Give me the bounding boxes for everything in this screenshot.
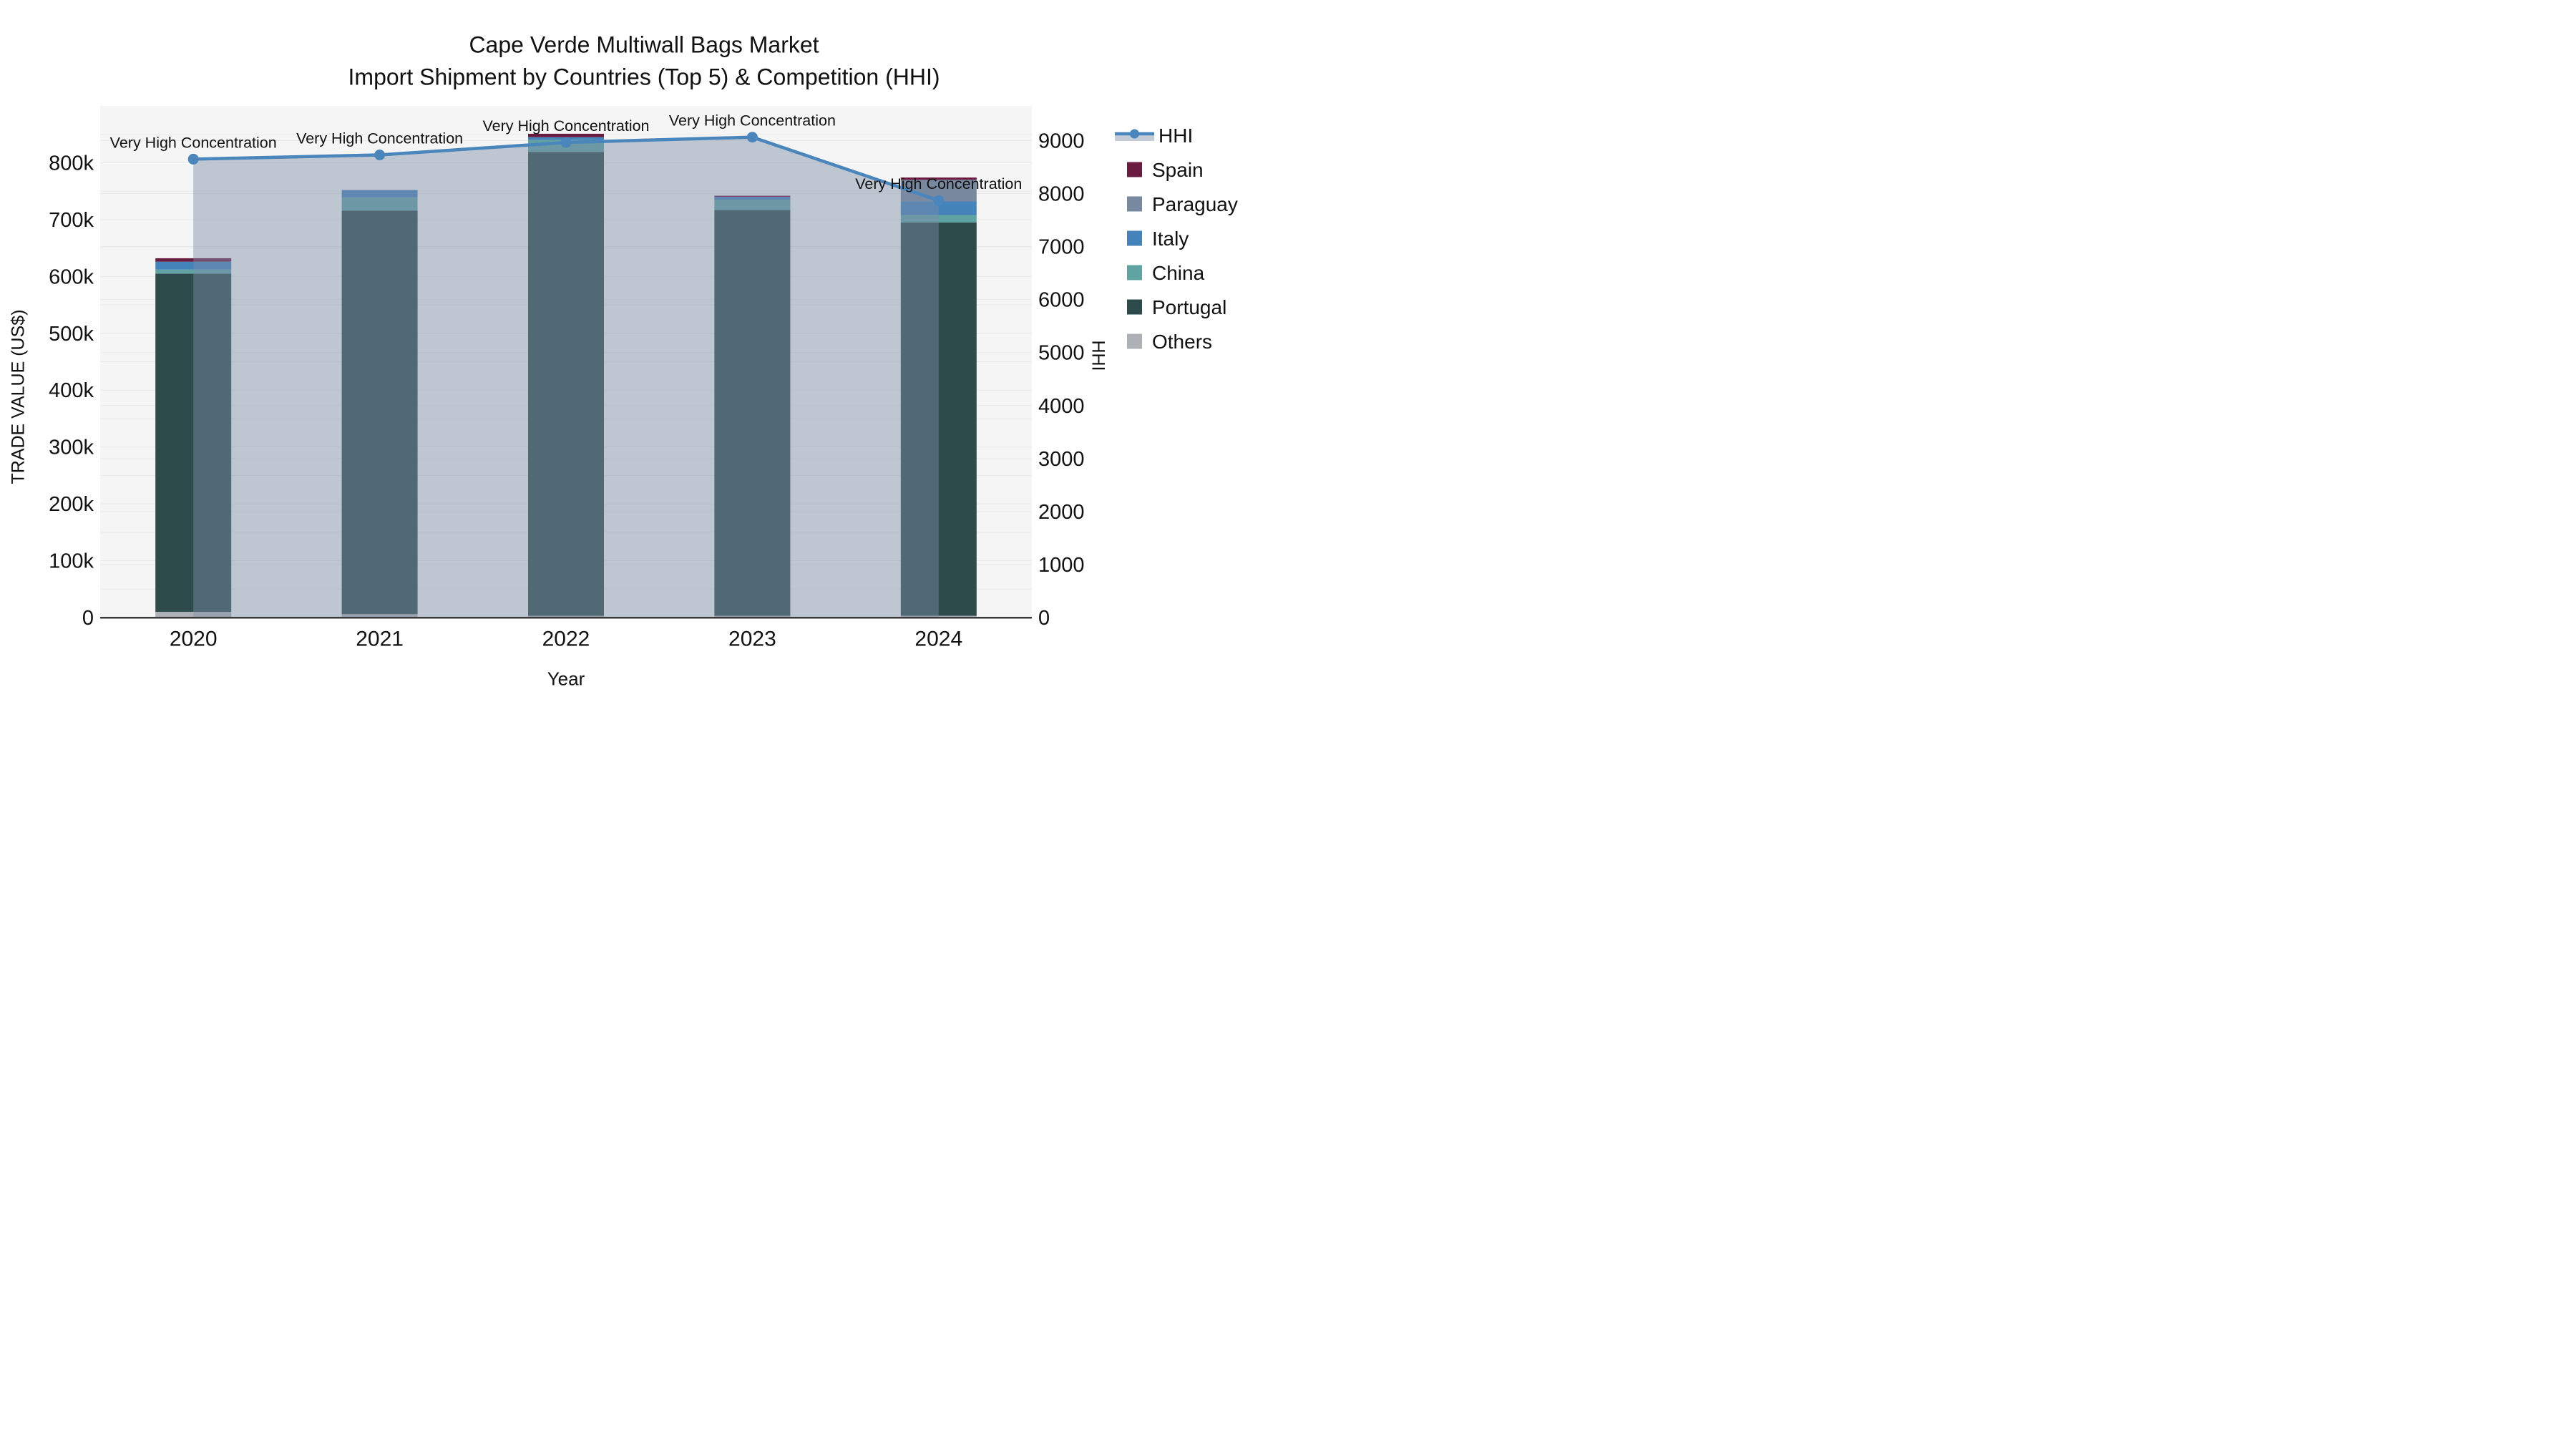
legend-swatch-others [1127,333,1142,349]
bar-segment-portugal-2024 [900,222,977,616]
bar-segment-china-2024 [900,215,977,223]
x-tick-2020: 2020 [170,628,218,651]
hhi-marker-2020 [187,153,199,165]
legend-swatch-china [1127,265,1142,280]
legend-label-china: China [1152,261,1205,284]
legend-label-italy: Italy [1152,227,1189,250]
bar-segment-spain-2022 [528,133,604,137]
hhi-annotation-2021: Very High Concentration [296,130,463,147]
bar-segment-spain-2020 [155,258,232,262]
bar-segment-italy-2021 [341,190,418,197]
bar-segment-others-2020 [155,612,232,618]
bar-segment-portugal-2023 [714,210,791,616]
bar-segment-china-2023 [714,200,791,210]
bar-segment-italy-2020 [155,261,232,270]
bar-segment-others-2022 [528,615,604,618]
legend-item-portugal: Portugal [1127,290,1238,324]
y-right-tick: 1000 [1038,554,1085,577]
legend-item-paraguay: Paraguay [1127,187,1238,221]
x-tick-2024: 2024 [914,628,962,651]
bar-segment-italy-2024 [900,201,977,215]
chart-title-line1: Cape Verde Multiwall Bags Market [469,31,819,58]
hhi-line-sample-icon [1115,125,1154,145]
legend-label-paraguay: Paraguay [1152,192,1238,215]
legend-label-portugal: Portugal [1152,296,1227,318]
y-left-tick: 600k [49,265,94,288]
bar-segment-portugal-2020 [155,273,232,613]
hhi-marker-2024 [933,195,945,206]
y-right-tick: 5000 [1038,342,1085,365]
y-left-tick: 0 [82,607,94,630]
legend-swatch-paraguay [1127,196,1142,212]
y-left-tick: 400k [49,379,94,402]
legend-item-others: Others [1127,324,1238,358]
y-right-tick: 2000 [1038,501,1085,524]
y-left-tick: 500k [49,323,94,346]
y-right-tick: 8000 [1038,183,1085,206]
legend-item-hhi: HHI [1115,118,1238,152]
y-left-tick: 700k [49,209,94,232]
plot-area: Very High Concentration Very High Concent… [49,106,1085,651]
legend-swatch-spain [1127,162,1142,177]
bar-segment-china-2021 [341,197,418,211]
legend-label-others: Others [1152,330,1213,353]
chart-title-line2: Import Shipment by Countries (Top 5) & C… [348,64,940,90]
y-left-tick: 800k [49,152,94,175]
hhi-marker-2023 [746,132,758,143]
y-left-tick: 100k [49,550,94,573]
hhi-annotation-2024: Very High Concentration [855,175,1022,192]
bar-segment-portugal-2022 [528,152,604,616]
legend-item-spain: Spain [1127,152,1238,187]
legend-item-italy: Italy [1127,221,1238,255]
y-right-tick: 0 [1038,607,1050,630]
legend-swatch-portugal [1127,299,1142,315]
y-left-tick: 300k [49,436,94,459]
bar-segment-others-2021 [341,614,418,618]
bar-segment-portugal-2021 [341,210,418,615]
hhi-area-fill [193,137,939,618]
hhi-annotation-2020: Very High Concentration [110,134,277,151]
legend-item-china: China [1127,255,1238,290]
hhi-annotation-2023: Very High Concentration [669,112,836,130]
legend-swatch-italy [1127,230,1142,246]
bar-segment-spain-2023 [714,195,791,197]
hhi-marker-2022 [560,137,572,148]
y-right-tick: 3000 [1038,448,1085,471]
x-tick-2022: 2022 [542,628,590,651]
x-tick-2023: 2023 [728,628,776,651]
bar-segment-others-2024 [900,615,977,618]
y-right-tick: 7000 [1038,236,1085,259]
x-axis-line [100,617,1032,619]
y-right-tick: 9000 [1038,130,1085,153]
figure-canvas: Cape Verde Multiwall Bags Market Import … [0,0,1288,725]
bar-segment-spain-2024 [900,177,977,180]
bar-segment-italy-2023 [714,197,791,200]
legend: HHI Spain Paraguay Italy China Portugal Others [1115,118,1238,358]
hhi-annotation-2022: Very High Concentration [482,117,649,135]
y-right-tick: 4000 [1038,395,1085,418]
y-left-tick: 200k [49,493,94,516]
legend-label-spain: Spain [1152,158,1204,181]
y-right-tick: 6000 [1038,289,1085,312]
x-axis-label: Year [547,668,585,690]
y-axis-label-left: TRADE VALUE (US$) [8,309,28,484]
y-axis-label-right: HHI [1088,340,1108,371]
x-tick-2021: 2021 [356,628,404,651]
bar-segment-others-2023 [714,615,791,618]
legend-label-hhi: HHI [1158,124,1194,147]
bar-segment-china-2020 [155,269,232,274]
figure-viewport: Cape Verde Multiwall Bags Market Import … [0,0,1288,725]
hhi-marker-2021 [374,150,386,161]
